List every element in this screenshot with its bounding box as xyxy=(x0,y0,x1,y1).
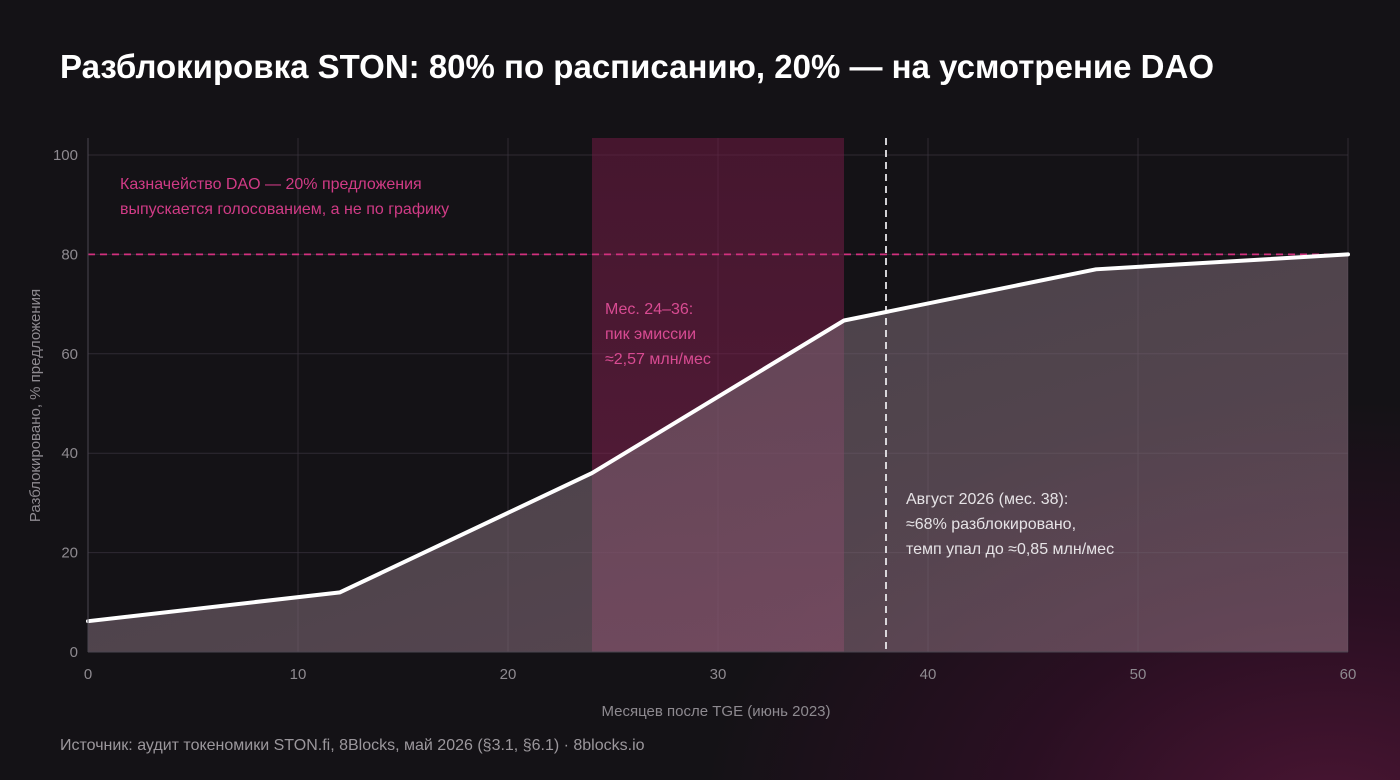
y-tick-label: 40 xyxy=(61,445,78,462)
august-2026-note: темп упал до ≈0,85 млн/мес xyxy=(906,541,1114,558)
peak-emission-note: Мес. 24–36: xyxy=(605,301,693,318)
chart-title: Разблокировка STON: 80% по расписанию, 2… xyxy=(60,48,1215,85)
axis-layer: 0 10 20 30 40 50 60 0 20 40 60 80 100 Месяцев после T… xyxy=(27,138,1356,720)
x-axis-label: Месяцев после TGE (июнь 2023) xyxy=(601,703,830,720)
y-tick-label: 60 xyxy=(61,346,78,363)
x-tick-label: 60 xyxy=(1340,666,1357,683)
unlock-line xyxy=(86,252,1350,624)
peak-emission-note: пик эмиссии xyxy=(605,326,696,343)
unlock-area xyxy=(88,254,1348,652)
august-2026-note: Август 2026 (мес. 38): xyxy=(906,491,1068,508)
y-tick-label: 0 xyxy=(70,644,78,661)
x-tick-label: 40 xyxy=(920,666,937,683)
x-tick-label: 0 xyxy=(84,666,92,683)
x-tick-label: 10 xyxy=(290,666,307,683)
annotation-layer: Казначейство DAO — 20% предложения выпуск… xyxy=(120,176,1114,558)
x-tick-label: 50 xyxy=(1130,666,1147,683)
reference-layer xyxy=(88,138,1348,652)
area-layer xyxy=(88,254,1348,652)
august-2026-note: ≈68% разблокировано, xyxy=(906,516,1076,533)
x-tick-label: 20 xyxy=(500,666,517,683)
peak-emission-note: ≈2,57 млн/мес xyxy=(605,351,711,368)
dao-treasury-note: выпускается голосованием, а не по график… xyxy=(120,201,449,218)
x-tick-label: 30 xyxy=(710,666,727,683)
dao-treasury-note: Казначейство DAO — 20% предложения xyxy=(120,176,422,193)
y-tick-label: 20 xyxy=(61,545,78,562)
y-tick-label: 80 xyxy=(61,246,78,263)
source-note: Источник: аудит токеномики STON.fi, 8Blo… xyxy=(60,737,645,754)
y-tick-label: 100 xyxy=(53,147,78,164)
y-axis-label: Разблокировано, % предложения xyxy=(27,289,44,522)
